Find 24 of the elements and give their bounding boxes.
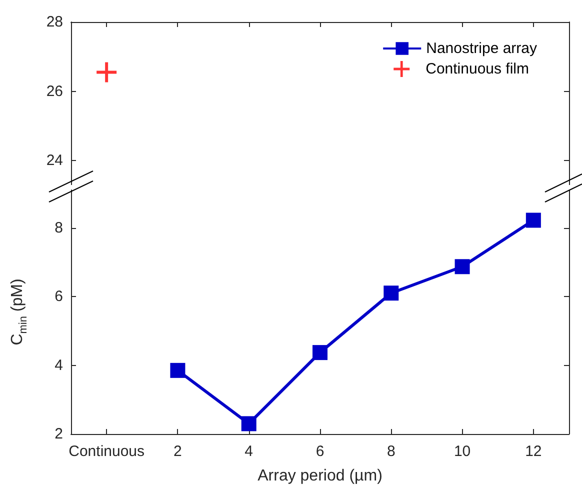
legend-label: Nanostripe array [426,40,538,57]
point [384,286,399,301]
point [454,259,470,274]
y-axis-title: Cmin (pM) [9,278,30,346]
y-tick-label: 2 [54,426,63,442]
x-axis-title: Array period (µm) [258,468,382,484]
point [241,416,256,432]
x-tick-label: 6 [316,443,324,460]
x-tick-label: 12 [525,443,542,460]
y-tick-label: 4 [54,356,63,374]
x-tick-label: 10 [454,443,471,460]
x-tick-label: 2 [174,443,182,460]
x-tick-label: 4 [244,443,254,460]
y-tick-label: 8 [54,219,63,236]
y-tick-label: 28 [46,14,63,30]
point [170,362,186,378]
x-tick-label: 8 [386,443,396,460]
point [526,212,541,228]
x-tick-label: Continuous [68,443,145,460]
y-tick-label: 24 [46,152,63,170]
legend-label: Continuous film [426,60,530,78]
y-tick-label: 6 [54,288,63,306]
y-tick-label: 26 [46,82,63,100]
point [312,345,328,360]
